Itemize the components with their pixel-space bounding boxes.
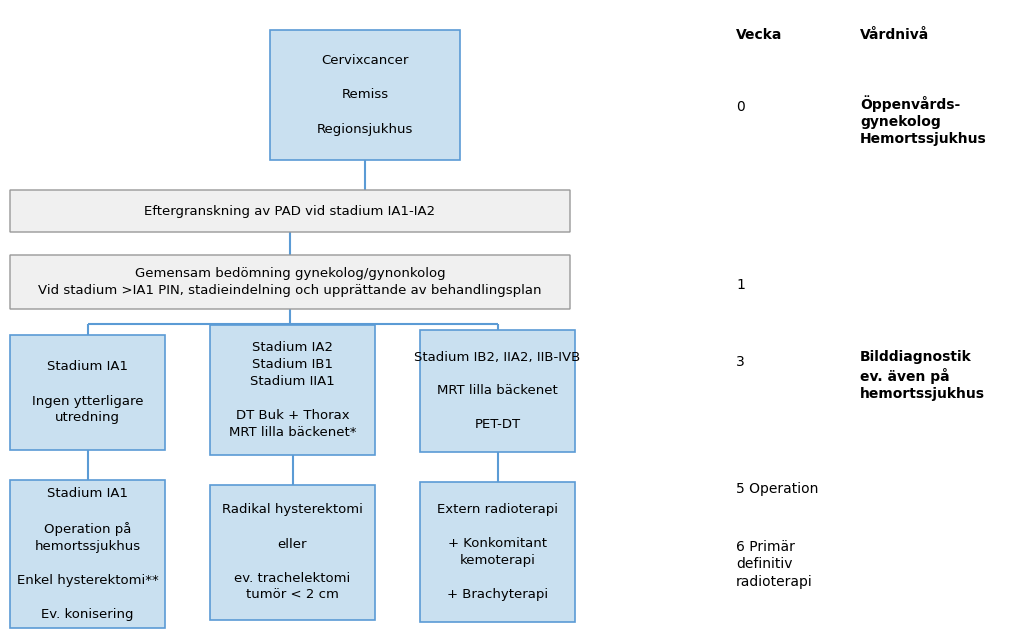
Text: Vecka: Vecka bbox=[736, 28, 782, 42]
FancyBboxPatch shape bbox=[210, 485, 375, 620]
Text: Gemensam bedömning gynekolog/gynonkolog
Vid stadium >IA1 PIN, stadieindelning oc: Gemensam bedömning gynekolog/gynonkolog … bbox=[38, 267, 542, 297]
FancyBboxPatch shape bbox=[10, 190, 570, 232]
FancyBboxPatch shape bbox=[270, 30, 460, 160]
Text: Stadium IA1

Ingen ytterligare
utredning: Stadium IA1 Ingen ytterligare utredning bbox=[32, 360, 143, 424]
Text: Eftergranskning av PAD vid stadium IA1-IA2: Eftergranskning av PAD vid stadium IA1-I… bbox=[144, 204, 435, 217]
Text: 1: 1 bbox=[736, 278, 744, 292]
Text: Öppenvårds-
gynekolog
Hemortssjukhus: Öppenvårds- gynekolog Hemortssjukhus bbox=[860, 95, 987, 146]
Text: Stadium IA2
Stadium IB1
Stadium IIA1

DT Buk + Thorax
MRT lilla bäckenet*: Stadium IA2 Stadium IB1 Stadium IIA1 DT … bbox=[228, 341, 356, 439]
FancyBboxPatch shape bbox=[10, 335, 165, 450]
Text: Vårdnivå: Vårdnivå bbox=[860, 28, 929, 42]
FancyBboxPatch shape bbox=[420, 330, 575, 452]
Text: 5 Operation: 5 Operation bbox=[736, 482, 818, 496]
Text: Stadium IA1

Operation på
hemortssjukhus

Enkel hysterektomi**

Ev. konisering: Stadium IA1 Operation på hemortssjukhus … bbox=[16, 487, 159, 620]
Text: 0: 0 bbox=[736, 100, 744, 114]
FancyBboxPatch shape bbox=[10, 480, 165, 628]
Text: Stadium IB2, IIA2, IIB-IVB

MRT lilla bäckenet

PET-DT: Stadium IB2, IIA2, IIB-IVB MRT lilla bäc… bbox=[415, 351, 581, 431]
FancyBboxPatch shape bbox=[10, 255, 570, 309]
FancyBboxPatch shape bbox=[420, 482, 575, 622]
Text: 6 Primär
definitiv
radioterapi: 6 Primär definitiv radioterapi bbox=[736, 540, 813, 588]
Text: Extern radioterapi

+ Konkomitant
kemoterapi

+ Brachyterapi: Extern radioterapi + Konkomitant kemoter… bbox=[437, 503, 558, 601]
Text: Radikal hysterektomi

eller

ev. trachelektomi
tumör < 2 cm: Radikal hysterektomi eller ev. trachelek… bbox=[222, 503, 362, 601]
Text: 3: 3 bbox=[736, 355, 744, 369]
Text: Cervixcancer

Remiss

Regionsjukhus: Cervixcancer Remiss Regionsjukhus bbox=[316, 54, 414, 135]
Text: Bilddiagnostik
ev. även på
hemortssjukhus: Bilddiagnostik ev. även på hemortssjukhu… bbox=[860, 350, 985, 401]
FancyBboxPatch shape bbox=[210, 325, 375, 455]
